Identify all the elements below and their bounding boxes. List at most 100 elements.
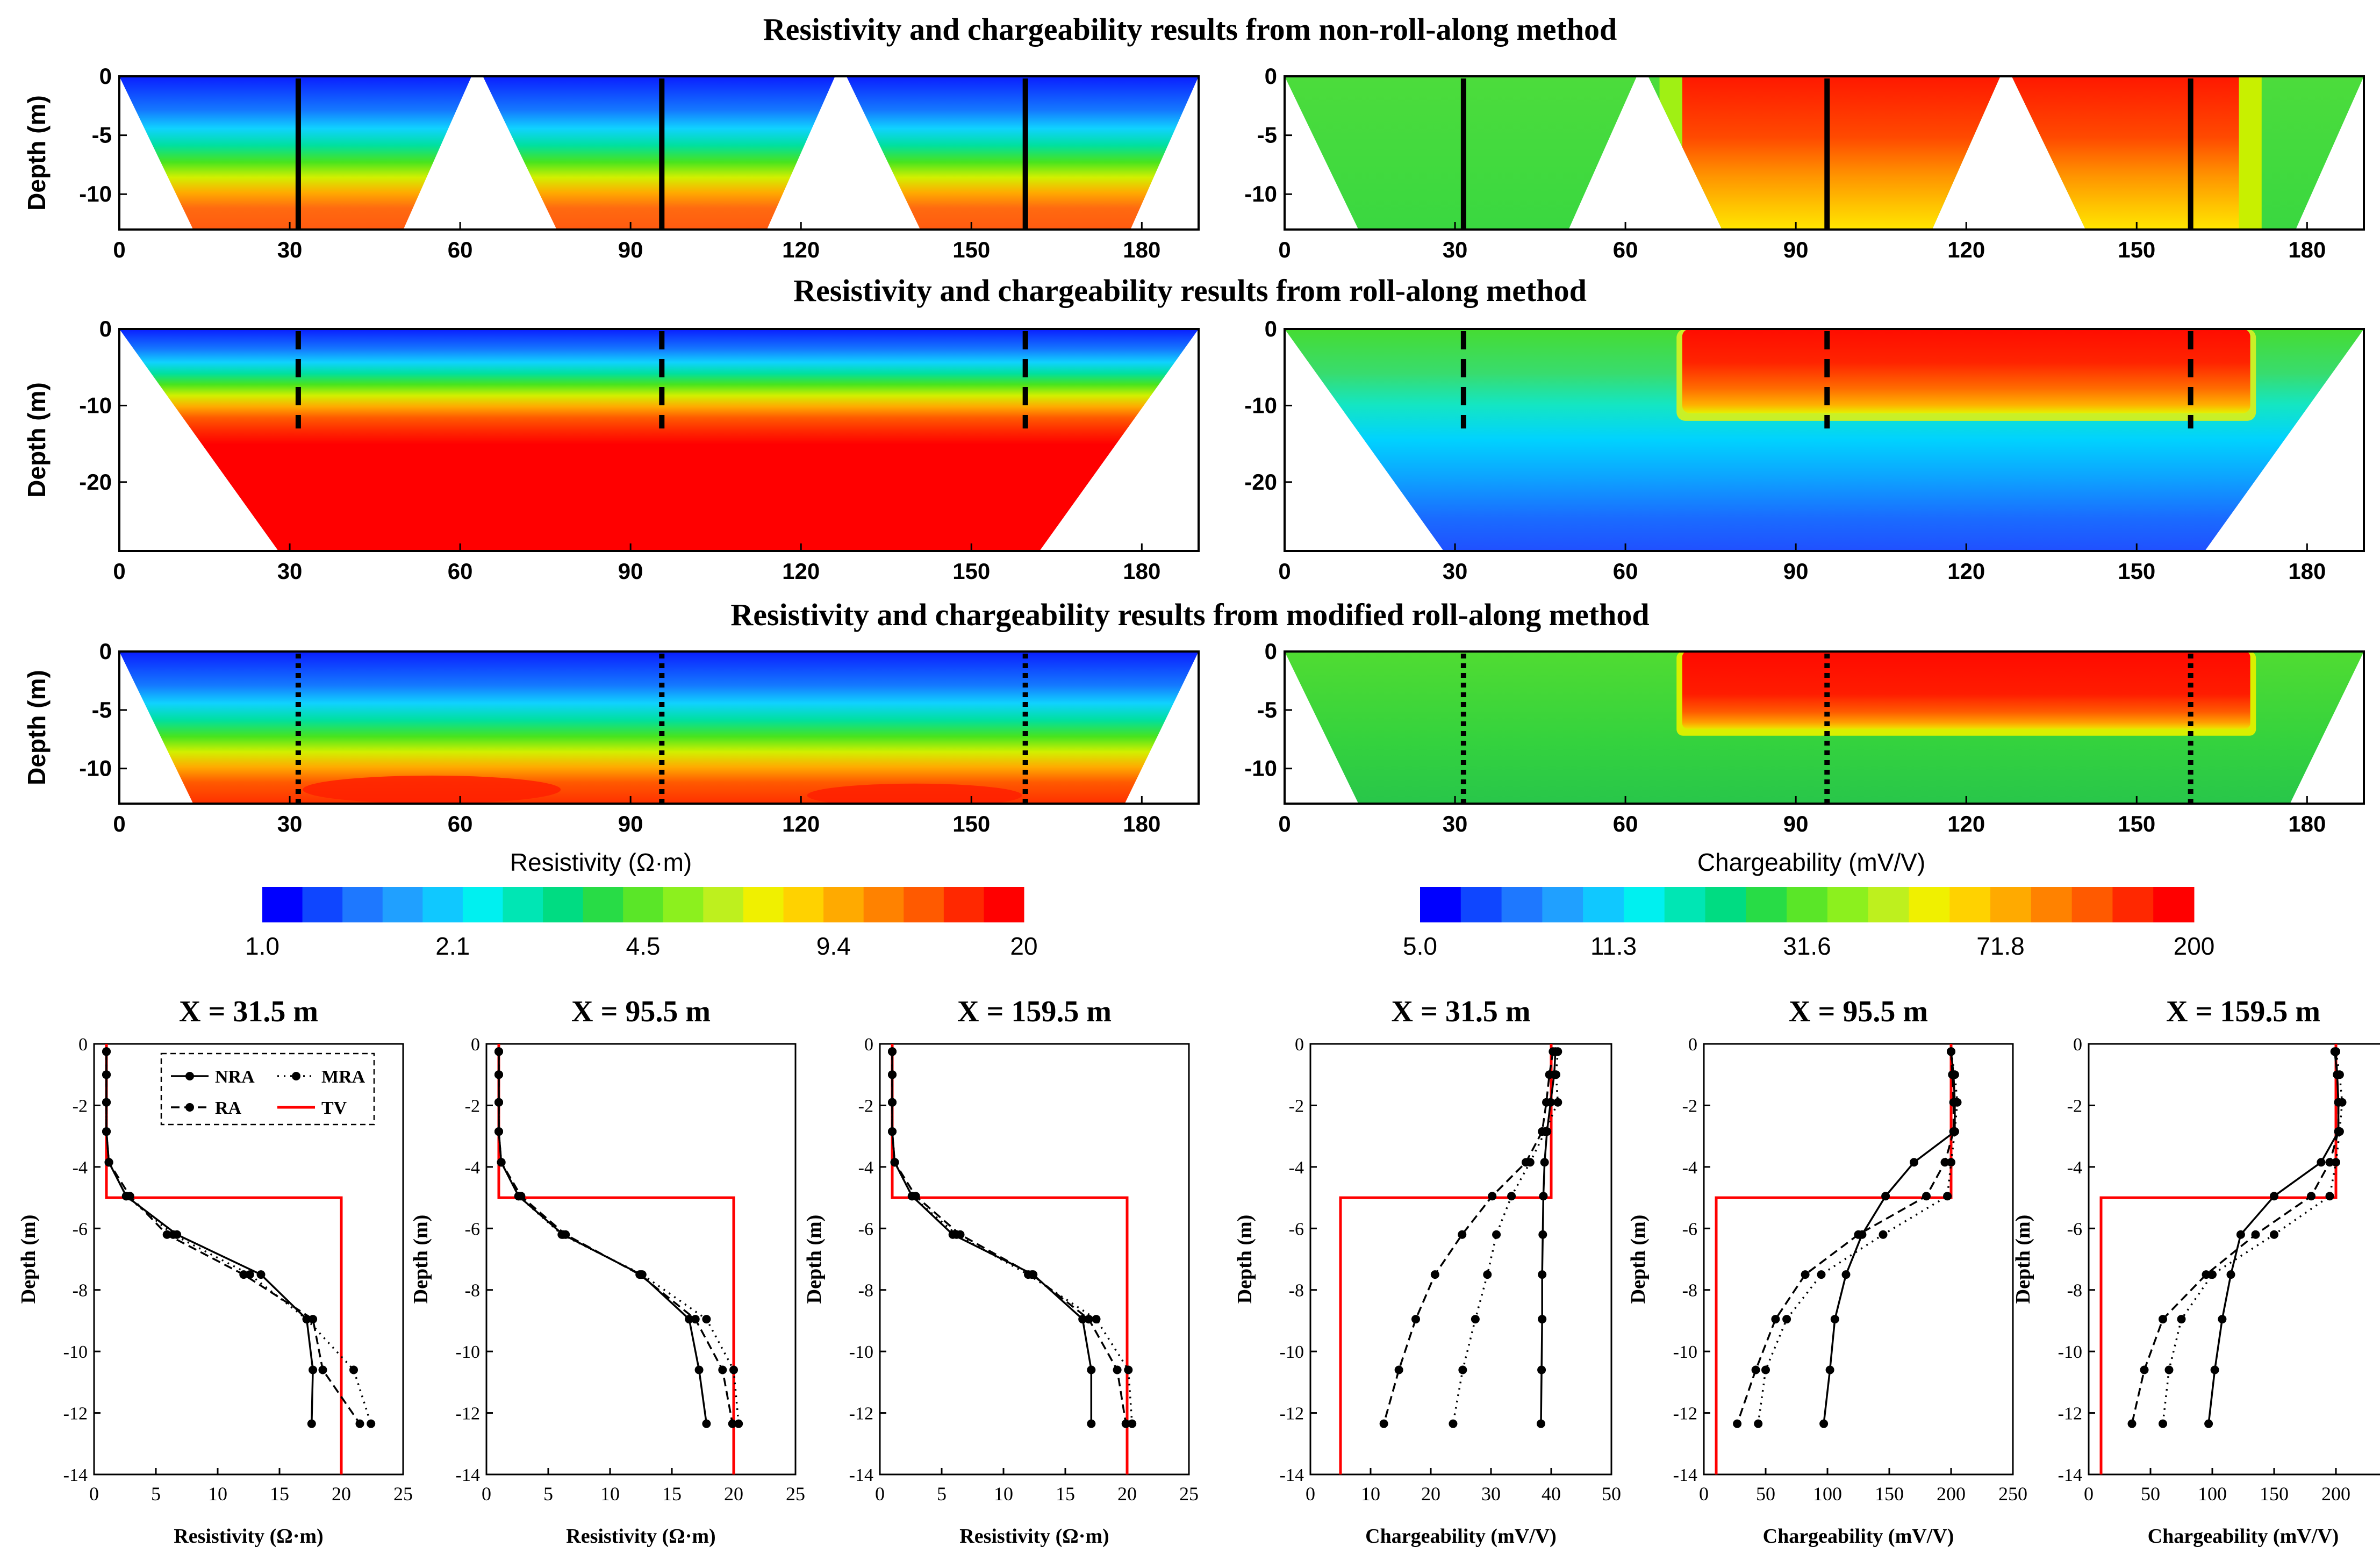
data-point — [1458, 1365, 1467, 1374]
y-tick-label: -10 — [1244, 756, 1277, 781]
x-tick-label: 0 — [113, 237, 125, 262]
data-point — [1492, 1230, 1501, 1239]
section-frame — [1284, 328, 2365, 552]
y-tick-label: -4 — [1682, 1158, 1697, 1178]
data-point — [494, 1098, 503, 1107]
x-tick-label: 60 — [1613, 237, 1638, 262]
y-tick-label: -10 — [79, 392, 112, 418]
data-point — [1507, 1192, 1516, 1201]
y-tick-label: -4 — [2067, 1158, 2082, 1178]
legend-box — [160, 1052, 375, 1126]
data-point — [173, 1230, 182, 1239]
data-point — [318, 1365, 327, 1374]
profile-plot-1: X = 31.5 m0-2-4-6-8-10-12-140 5 10 15 20 25Re… — [17, 995, 413, 1548]
data-point — [558, 1230, 568, 1239]
y-tick-label: -2 — [465, 1096, 480, 1116]
legend: NRA MRA RA TV — [160, 1052, 375, 1126]
x-tick-label: 100 — [1813, 1483, 1842, 1505]
section-frame — [118, 75, 1200, 231]
x-tick-label: 30 — [277, 558, 303, 584]
data-point — [2307, 1192, 2316, 1201]
colorbar-tick-label: 2.1 — [435, 932, 470, 960]
y-tick-label: -2 — [2067, 1096, 2082, 1116]
section-frame — [1284, 75, 2365, 231]
data-point — [2270, 1192, 2278, 1201]
data-point — [1087, 1365, 1096, 1374]
y-tick-label: -14 — [1280, 1465, 1304, 1485]
y-tick-label: 0 — [1265, 316, 1277, 341]
x-tick-label: 0 — [1306, 1483, 1315, 1505]
data-point — [2330, 1047, 2339, 1056]
x-tick-label: 20 — [1117, 1483, 1137, 1505]
data-point — [1881, 1192, 1890, 1201]
y-tick-label: -10 — [79, 756, 112, 781]
data-point — [685, 1315, 694, 1324]
data-point — [948, 1230, 957, 1239]
data-point — [1536, 1419, 1545, 1428]
data-point — [2334, 1127, 2343, 1136]
data-point — [256, 1270, 266, 1279]
x-tick-label: 180 — [1123, 811, 1160, 836]
profile-title: X = 159.5 m — [957, 995, 1112, 1028]
colorbar-swatch — [262, 887, 303, 922]
x-tick-label: 60 — [448, 811, 473, 836]
data-point — [2236, 1230, 2245, 1239]
profile-plot-3: X = 159.5 m0-2-4-6-8-10-12-140 5 10 15 20 25R… — [803, 995, 1199, 1548]
data-point — [102, 1047, 111, 1056]
data-point — [890, 1158, 899, 1167]
x-tick-label: 30 — [277, 811, 303, 836]
colorbar-chargeability: 5.0 11.3 31.6 71.8 200 — [1403, 887, 2214, 960]
colorbar-swatch — [863, 887, 904, 922]
data-point — [1458, 1230, 1467, 1239]
y-tick-label: 0 — [78, 1035, 88, 1055]
legend-label-nra: NRA — [215, 1067, 255, 1087]
y-tick-label: 0 — [864, 1035, 873, 1055]
colorbar-swatch — [1664, 887, 1706, 922]
x-tick-label: 120 — [782, 811, 820, 836]
x-tick-label: 30 — [1443, 558, 1468, 584]
y-axis-label: Depth (m) — [17, 1215, 40, 1304]
x-tick-label: 0 — [1278, 237, 1291, 262]
colorbar-tick-label: 11.3 — [1590, 932, 1637, 960]
x-tick-label: 0 — [89, 1483, 99, 1505]
data-point — [494, 1070, 503, 1079]
data-point — [1525, 1158, 1535, 1167]
data-point — [2334, 1098, 2343, 1107]
data-point — [888, 1098, 897, 1107]
y-tick-label: -8 — [1682, 1281, 1697, 1301]
x-tick-label: 30 — [1481, 1483, 1501, 1505]
plot-frame — [1309, 1043, 1612, 1476]
data-point — [1950, 1127, 1959, 1136]
data-point — [907, 1192, 916, 1201]
colorbar-resistivity: 1.0 2.1 4.5 9.4 20 — [245, 887, 1038, 960]
y-axis-label: Depth (m) — [1627, 1215, 1650, 1304]
x-tick-label: 150 — [2260, 1483, 2289, 1505]
data-point — [718, 1365, 727, 1374]
colorbar-tick-label: 5.0 — [1403, 932, 1437, 960]
y-tick-label: 0 — [99, 63, 112, 89]
data-point — [355, 1419, 364, 1428]
y-tick-label: 0 — [2073, 1035, 2082, 1055]
colorbar-swatch — [503, 887, 543, 922]
profile-plot-4: X = 31.5 m0-2-4-6-8-10-12-140 10 20 30 40 50C… — [1234, 995, 1621, 1548]
x-tick-label: 200 — [2321, 1483, 2350, 1505]
y-tick-label: -4 — [73, 1158, 88, 1178]
x-tick-label: 40 — [1542, 1483, 1561, 1505]
colorbar-swatch — [1623, 887, 1665, 922]
data-point — [1078, 1315, 1087, 1324]
x-tick-label: 60 — [1613, 811, 1638, 836]
section-panels: 0 30 60 90 120 150 180 0 -5 -10 Depth (m) 0 30 60 90 12… — [23, 63, 2365, 836]
data-point — [302, 1315, 311, 1324]
colorbar-swatch — [1746, 887, 1787, 922]
data-point — [636, 1270, 646, 1279]
data-point — [2317, 1158, 2326, 1167]
data-point — [1922, 1192, 1931, 1201]
x-tick-label: 15 — [662, 1483, 682, 1505]
y-tick-label: -12 — [2058, 1404, 2082, 1424]
data-point — [494, 1127, 503, 1136]
plot-frame — [485, 1043, 797, 1476]
data-point — [1761, 1365, 1770, 1374]
y-tick-label: -10 — [2058, 1342, 2082, 1362]
x-tick-label: 60 — [448, 558, 473, 584]
